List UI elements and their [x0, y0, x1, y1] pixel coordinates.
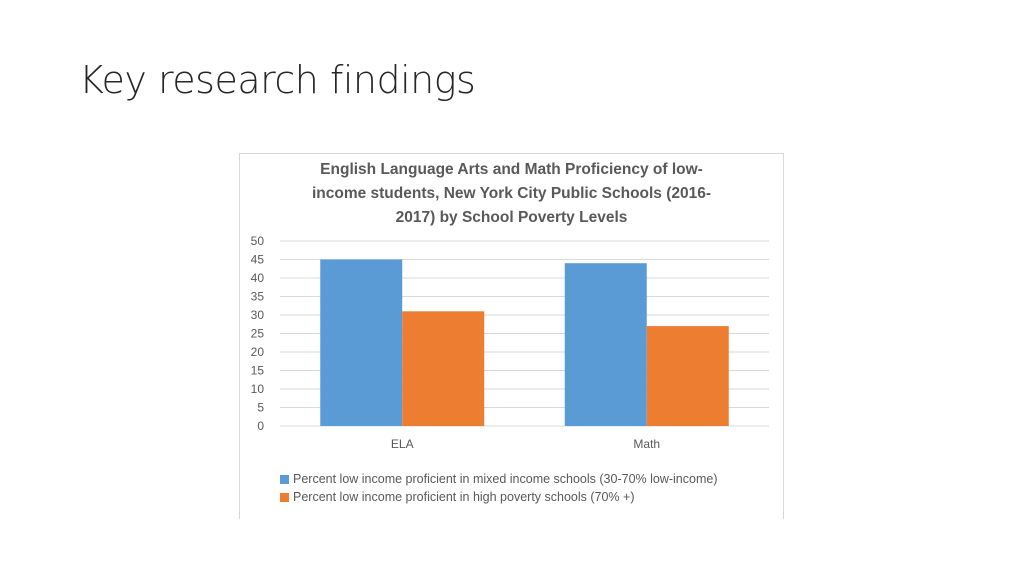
x-tick-label: ELA — [391, 437, 414, 451]
legend-label-mixed-income: Percent low income proficient in mixed i… — [293, 472, 718, 486]
y-tick-label: 20 — [251, 345, 265, 359]
chart-title: English Language Arts and Math Proficien… — [240, 158, 783, 230]
legend-swatch-high-poverty — [280, 492, 289, 502]
legend-swatch-mixed-income — [280, 474, 289, 484]
slide-title: Key research findings — [79, 58, 476, 102]
y-tick-label: 25 — [251, 327, 265, 341]
legend-item-high-poverty: Percent low income proficient in high po… — [280, 488, 717, 506]
bar-ela-series-1 — [402, 311, 485, 426]
y-tick-label: 0 — [257, 419, 264, 433]
chart-container: English Language Arts and Math Proficien… — [239, 153, 784, 519]
y-tick-label: 30 — [251, 308, 265, 322]
y-tick-label: 45 — [251, 253, 265, 267]
chart-title-line-2: income students, New York City Public Sc… — [311, 185, 712, 202]
bar-math-series-1 — [646, 326, 729, 426]
y-tick-label: 5 — [257, 401, 264, 415]
chart-title-line-3: 2017) by School Poverty Levels — [395, 209, 628, 226]
bar-ela-series-0 — [320, 259, 403, 426]
y-tick-label: 15 — [251, 364, 265, 378]
y-tick-label: 35 — [251, 290, 265, 304]
chart-title-line-1: English Language Arts and Math Proficien… — [320, 161, 703, 178]
y-tick-label: 40 — [251, 271, 265, 285]
x-tick-label: Math — [633, 437, 660, 451]
legend-item-mixed-income: Percent low income proficient in mixed i… — [280, 470, 717, 488]
legend-label-high-poverty: Percent low income proficient in high po… — [293, 490, 635, 504]
chart-legend: Percent low income proficient in mixed i… — [280, 470, 717, 506]
y-tick-label: 50 — [251, 234, 265, 248]
bar-math-series-0 — [564, 263, 647, 426]
bar-chart-plot: 0 5 10 15 20 25 30 35 40 45 50 ELA Math — [251, 234, 769, 451]
y-tick-label: 10 — [251, 382, 265, 396]
